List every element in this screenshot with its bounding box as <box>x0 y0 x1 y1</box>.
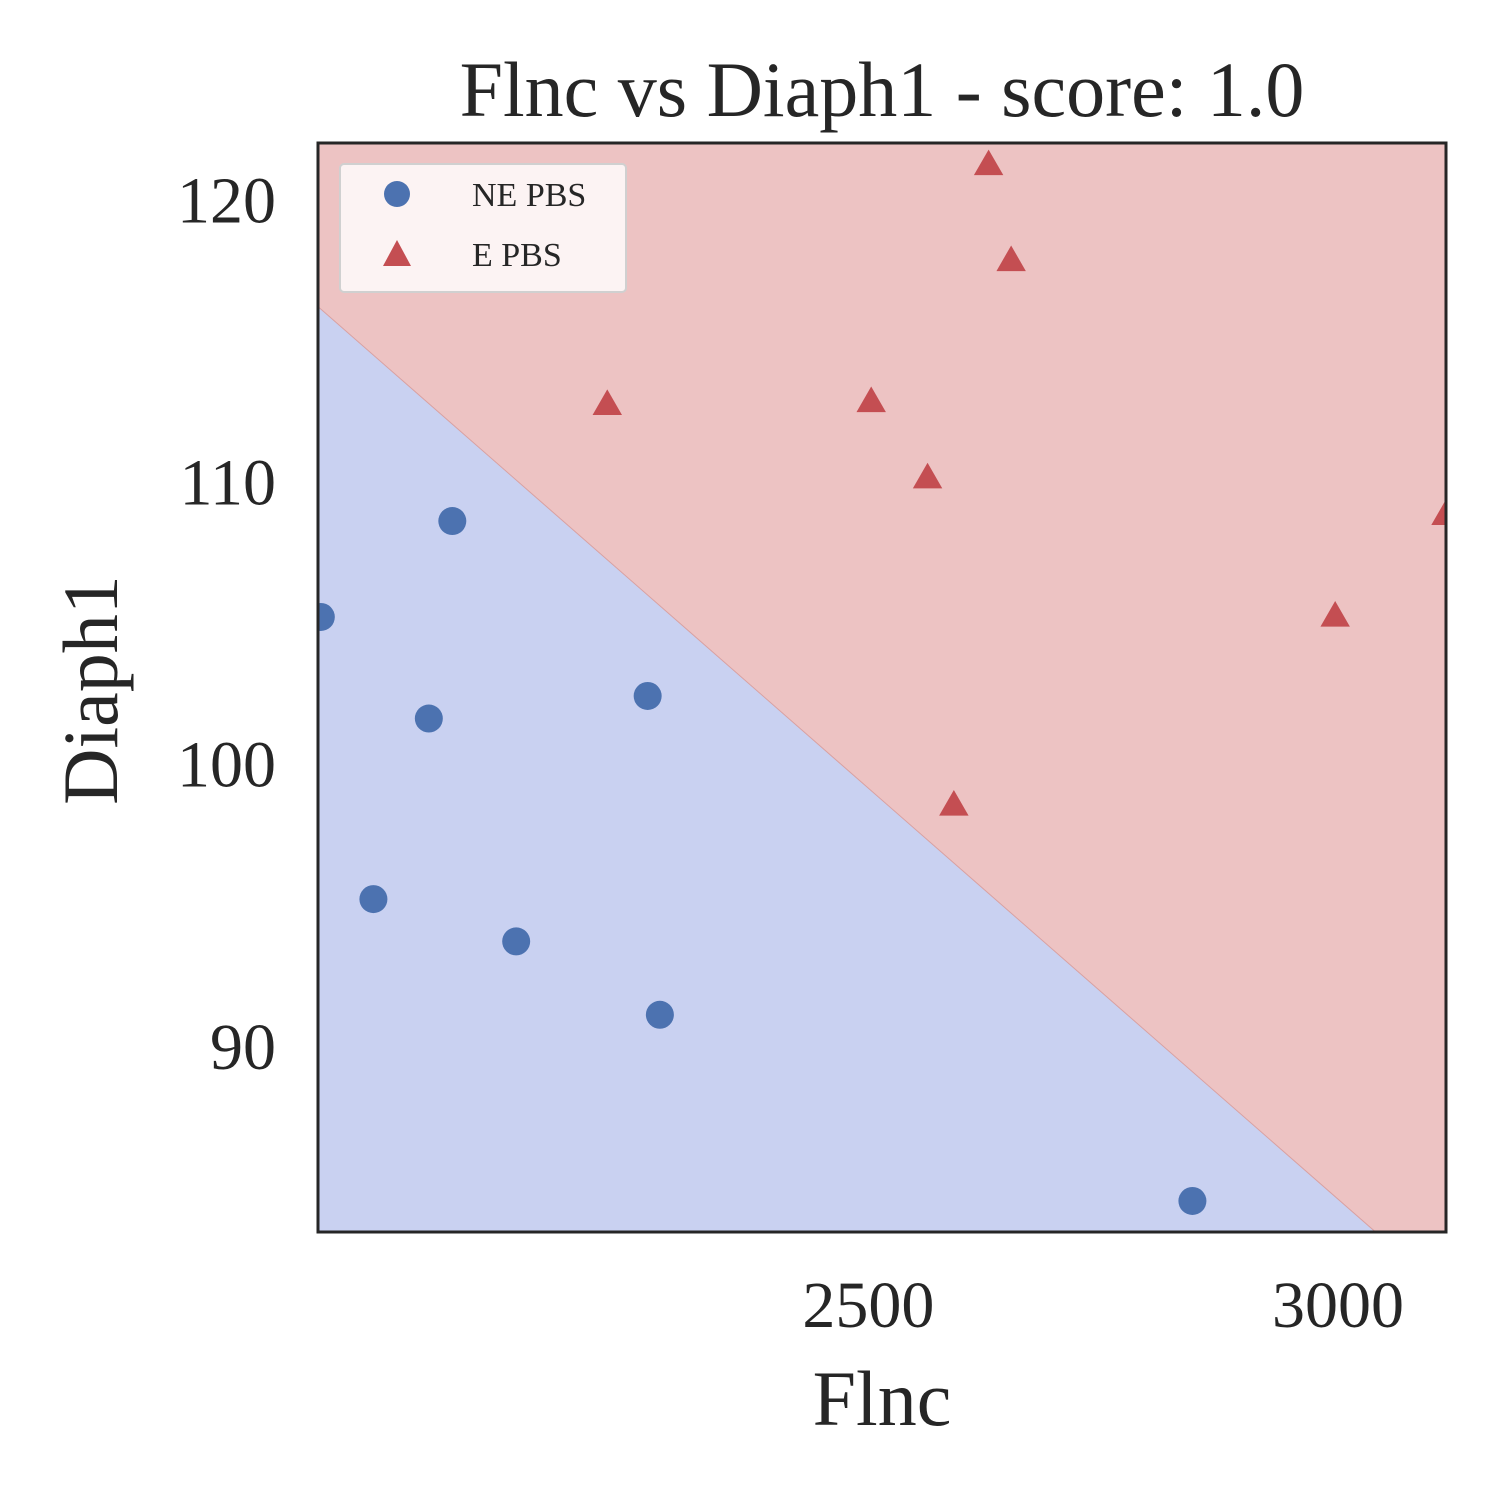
data-points <box>318 149 1446 1215</box>
point-ne-pbs-6 <box>645 1000 674 1029</box>
legend-label-e-pbs: E PBS <box>472 237 562 274</box>
legend-box <box>339 163 627 293</box>
y-tick-90: 90 <box>210 1011 276 1084</box>
decision-regions <box>318 143 1446 1232</box>
y-axis-label: Diaph1 <box>47 575 134 805</box>
point-ne-pbs-7 <box>1178 1186 1207 1215</box>
decision-boundary-line <box>318 306 1376 1232</box>
point-ne-pbs-3 <box>359 885 388 914</box>
chart-title: Flnc vs Diaph1 - score: 1.0 <box>460 46 1305 133</box>
point-e-pbs-2 <box>912 462 943 489</box>
y-axis-ticks: 90 100 110 120 <box>177 164 276 1083</box>
plot-frame <box>316 141 1448 1234</box>
point-e-pbs-3 <box>939 789 969 816</box>
x-tick-3000: 3000 <box>1272 1269 1404 1342</box>
point-e-pbs-1 <box>856 386 886 413</box>
legend-marker-ne-pbs <box>384 181 410 207</box>
x-axis-label: Flnc <box>813 1355 952 1442</box>
point-e-pbs-4 <box>973 149 1004 176</box>
legend: NE PBS E PBS <box>339 163 627 293</box>
point-e-pbs-7 <box>1431 499 1446 526</box>
point-ne-pbs-1 <box>438 507 467 536</box>
plot-area <box>318 143 1446 1232</box>
y-tick-110: 110 <box>179 447 276 520</box>
point-ne-pbs-0 <box>318 602 335 631</box>
y-tick-100: 100 <box>177 729 276 802</box>
point-ne-pbs-2 <box>414 704 443 733</box>
legend-marker-e-pbs <box>383 240 411 266</box>
y-tick-120: 120 <box>177 164 276 237</box>
legend-label-ne-pbs: NE PBS <box>472 177 586 214</box>
region-ne-pbs <box>318 306 1376 1232</box>
point-ne-pbs-5 <box>633 681 662 710</box>
x-axis-ticks: 2500 3000 <box>802 1269 1404 1342</box>
x-tick-2500: 2500 <box>802 1269 934 1342</box>
point-e-pbs-0 <box>592 389 622 415</box>
point-e-pbs-6 <box>1320 600 1350 627</box>
point-ne-pbs-4 <box>502 927 531 956</box>
point-e-pbs-5 <box>996 245 1026 272</box>
